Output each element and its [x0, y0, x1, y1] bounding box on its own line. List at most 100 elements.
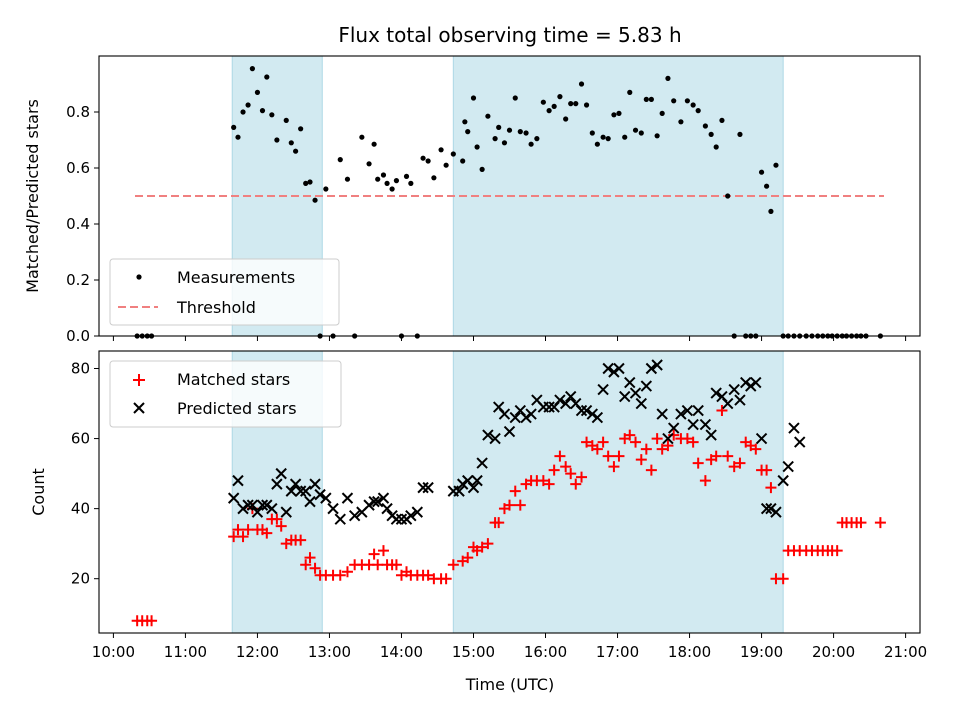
matched-star-point: [275, 520, 287, 532]
x-tick-label: 18:00: [668, 643, 711, 661]
y-tick-label: 40: [71, 500, 90, 518]
bottom-shaded-intervals: [231, 350, 784, 634]
predicted-star-point: [489, 432, 501, 445]
matched-star-point: [855, 517, 867, 529]
bottom-y-ticks: 20 40 60 80: [71, 360, 99, 588]
measurement-point: [737, 131, 743, 137]
measurement-point: [384, 180, 390, 186]
x-tick-label: 16:00: [524, 643, 567, 661]
measurement-point: [517, 129, 523, 135]
matched-star-point: [662, 440, 674, 452]
measurement-point: [568, 101, 574, 107]
measurement-point: [298, 126, 304, 132]
predicted-star-point: [405, 509, 417, 522]
matched-star-point: [422, 569, 434, 581]
matched-star-point: [608, 461, 620, 473]
matched-star-point: [722, 450, 734, 462]
matched-star-point: [334, 569, 346, 581]
measurement-point: [654, 133, 660, 139]
measurement-point: [269, 112, 275, 118]
predicted-star-point: [591, 411, 604, 424]
predicted-star-point: [710, 387, 722, 399]
predicted-star-point: [467, 481, 480, 494]
matched-star-point: [710, 450, 722, 462]
measurement-point: [546, 108, 552, 114]
predicted-star-point: [503, 425, 516, 438]
matched-star-point: [514, 499, 526, 511]
matched-star-point: [537, 475, 549, 487]
predicted-star-point: [734, 394, 746, 406]
matched-star-point: [874, 517, 886, 529]
predicted-star-point: [256, 499, 269, 511]
x-tick-label: 20:00: [812, 643, 855, 661]
matched-star-point: [765, 482, 777, 494]
matched-star-point: [300, 559, 312, 571]
predicted-star-point: [482, 429, 494, 441]
measurement-point: [425, 158, 431, 164]
measurement-point: [231, 124, 237, 130]
matched-star-point: [228, 531, 240, 543]
measurement-point: [501, 140, 508, 146]
top-legend-box: [109, 258, 340, 326]
predicted-star-point: [271, 478, 283, 490]
predicted-star-point: [597, 383, 609, 396]
x-tick-label: 14:00: [380, 643, 423, 661]
matched-star-point: [640, 443, 652, 455]
predicted-star-point: [554, 394, 566, 406]
matched-star-point: [372, 559, 384, 571]
matched-star-point: [462, 552, 474, 564]
matched-star-point: [630, 436, 642, 448]
matched-star-point: [699, 475, 711, 487]
matched-star-point: [570, 478, 582, 490]
measurement-point: [708, 131, 714, 137]
legend-measurements-label: Measurements: [177, 268, 295, 287]
chart-title: Flux total observing time = 5.83 h: [338, 23, 681, 47]
predicted-star-point: [422, 481, 434, 494]
matched-star-point: [734, 457, 746, 469]
predicted-star-point: [520, 411, 532, 424]
measurement-point: [259, 108, 266, 114]
measurement-point: [719, 117, 725, 123]
matched-star-point: [602, 450, 614, 462]
measurement-point: [288, 140, 294, 146]
predicted-star-point: [543, 401, 555, 413]
measurement-point: [245, 102, 251, 108]
measurement-point: [702, 123, 708, 129]
predicted-star-point: [372, 495, 384, 508]
matched-star-point: [777, 573, 789, 585]
measurement-point: [443, 162, 449, 168]
measurement-point: [523, 130, 529, 136]
measurement-point: [389, 186, 395, 192]
predicted-star-point: [368, 495, 380, 508]
predicted-star-point: [327, 502, 339, 515]
measurement-point: [589, 130, 595, 136]
matched-star-point: [597, 436, 609, 448]
matched-star-point: [309, 562, 321, 574]
matched-star-point: [304, 552, 316, 564]
measurement-point: [540, 99, 546, 105]
measurement-point: [638, 130, 644, 136]
matched-star-point: [692, 457, 704, 469]
measurement-point: [254, 89, 261, 95]
top-y-axis-label: Matched/Predicted stars: [23, 99, 42, 293]
matched-star-point: [390, 559, 402, 571]
measurement-point: [659, 110, 665, 116]
measurement-point: [283, 117, 289, 123]
measurement-point: [768, 208, 774, 214]
measurement-point: [695, 108, 701, 114]
matched-star-point: [548, 464, 560, 476]
y-tick-label: 0.2: [66, 271, 90, 289]
matched-star-point: [341, 566, 353, 578]
predicted-star-point: [777, 474, 789, 487]
predicted-star-point: [275, 467, 287, 480]
predicted-star-point: [575, 404, 588, 417]
measurement-point: [359, 134, 365, 140]
measurement-point: [479, 166, 485, 172]
measurement-point: [551, 103, 557, 109]
matched-star-point: [482, 538, 494, 550]
measurement-point: [462, 119, 468, 125]
measurement-point: [605, 136, 611, 142]
matched-star-point: [368, 548, 380, 560]
measurement-point: [323, 186, 329, 192]
predicted-star-point: [232, 474, 244, 487]
